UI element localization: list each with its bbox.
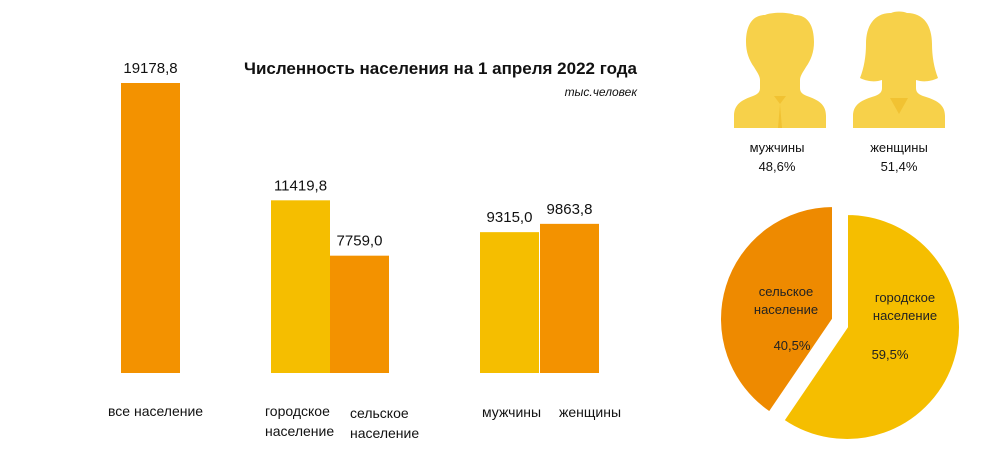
bar-2	[330, 255, 389, 373]
pie-slice-0	[782, 212, 961, 441]
category-label-3: мужчины	[482, 404, 541, 420]
category-label-2: сельское население	[350, 405, 419, 441]
category-label-0: все население	[108, 403, 203, 419]
bar-4	[540, 223, 599, 373]
category-label-1: городское население	[265, 403, 334, 439]
pie-value-1: 40,5%	[774, 338, 811, 353]
pie-layer: городское население 59,5% сельское население…	[719, 204, 961, 441]
male-icon	[734, 12, 826, 128]
unit-label: тыс.человек	[565, 85, 639, 99]
bars-layer: 19178,8 все население 11419,8 городское насе…	[108, 60, 621, 441]
female-icon	[853, 11, 945, 128]
pie-value-0: 59,5%	[872, 347, 909, 362]
bar-value-label-2: 7759,0	[337, 233, 383, 250]
pie-label-0: городское население	[873, 290, 937, 323]
bar-value-label-1: 11419,8	[274, 177, 327, 194]
bar-3	[480, 232, 539, 373]
men-label: мужчины	[750, 140, 805, 155]
men-percent: 48,6%	[759, 159, 796, 174]
bar-1	[271, 200, 330, 373]
pie-slice-1	[719, 204, 834, 414]
bar-value-label-4: 9863,8	[547, 201, 593, 218]
category-label-4: женщины	[559, 404, 621, 420]
women-label: женщины	[870, 140, 928, 155]
women-percent: 51,4%	[881, 159, 918, 174]
chart-title: Численность населения на 1 апреля 2022 г…	[244, 59, 638, 78]
pie-label-1: сельское население	[754, 284, 818, 317]
bar-0	[121, 83, 180, 373]
bar-value-label-0: 19178,8	[123, 60, 177, 77]
bar-value-label-3: 9315,0	[487, 209, 533, 226]
